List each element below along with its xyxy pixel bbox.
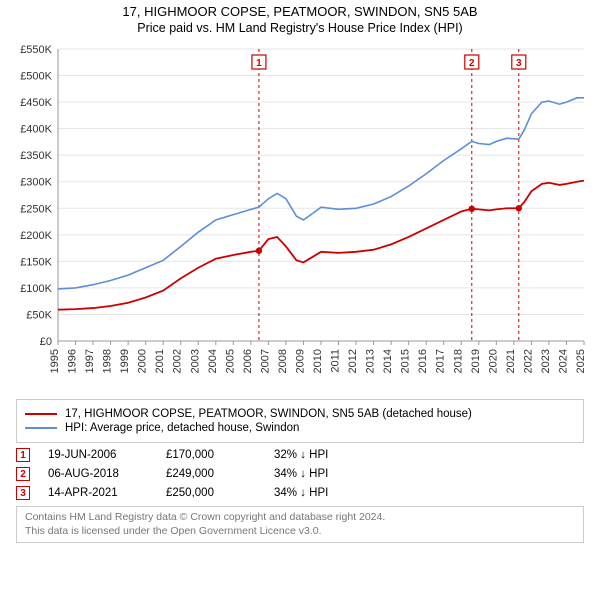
transaction-row: 2 06-AUG-2018 £249,000 34% ↓ HPI	[16, 467, 584, 481]
legend-box: 17, HIGHMOOR COPSE, PEATMOOR, SWINDON, S…	[16, 399, 584, 443]
svg-text:£300K: £300K	[20, 177, 52, 189]
svg-text:2010: 2010	[312, 349, 324, 373]
footer-attribution: Contains HM Land Registry data © Crown c…	[16, 506, 584, 543]
legend-label: HPI: Average price, detached house, Swin…	[65, 422, 299, 434]
transaction-marker: 2	[16, 467, 30, 481]
svg-text:2019: 2019	[470, 349, 482, 373]
svg-text:£550K: £550K	[20, 44, 52, 56]
chart-area: £0 £50K £100K £150K £200K £250K £300K £350K £400…	[10, 41, 590, 391]
svg-text:2024: 2024	[557, 349, 569, 373]
svg-text:3: 3	[516, 58, 522, 69]
svg-text:1999: 1999	[119, 349, 131, 373]
svg-text:1: 1	[256, 58, 262, 69]
transaction-date: 06-AUG-2018	[48, 468, 148, 480]
legend-row: 17, HIGHMOOR COPSE, PEATMOOR, SWINDON, S…	[25, 408, 575, 420]
svg-text:2025: 2025	[575, 349, 587, 373]
svg-text:2022: 2022	[522, 349, 534, 373]
chart-title: 17, HIGHMOOR COPSE, PEATMOOR, SWINDON, S…	[10, 4, 590, 19]
svg-text:2008: 2008	[277, 349, 289, 373]
svg-text:2018: 2018	[452, 349, 464, 373]
transaction-row: 1 19-JUN-2006 £170,000 32% ↓ HPI	[16, 448, 584, 462]
transaction-price: £170,000	[166, 449, 256, 461]
svg-text:2006: 2006	[242, 349, 254, 373]
legend-row: HPI: Average price, detached house, Swin…	[25, 422, 575, 434]
transaction-price: £249,000	[166, 468, 256, 480]
transactions-table: 1 19-JUN-2006 £170,000 32% ↓ HPI 2 06-AUG-201…	[16, 448, 584, 500]
transaction-marker: 3	[16, 486, 30, 500]
svg-text:£100K: £100K	[20, 283, 52, 295]
line-chart-svg: £0 £50K £100K £150K £200K £250K £300K £350K £400…	[10, 41, 590, 391]
svg-text:1996: 1996	[67, 349, 79, 373]
svg-text:£450K: £450K	[20, 97, 52, 109]
chart-subtitle: Price paid vs. HM Land Registry's House …	[10, 21, 590, 35]
svg-text:2023: 2023	[540, 349, 552, 373]
svg-text:2015: 2015	[400, 349, 412, 373]
svg-text:2000: 2000	[137, 349, 149, 373]
transaction-date: 14-APR-2021	[48, 487, 148, 499]
svg-text:2004: 2004	[207, 349, 219, 373]
svg-text:2: 2	[469, 58, 475, 69]
svg-text:2003: 2003	[189, 349, 201, 373]
svg-text:2020: 2020	[487, 349, 499, 373]
legend-swatch	[25, 413, 57, 415]
svg-text:1995: 1995	[49, 349, 61, 373]
legend-label: 17, HIGHMOOR COPSE, PEATMOOR, SWINDON, S…	[65, 408, 472, 420]
svg-text:£150K: £150K	[20, 256, 52, 268]
svg-text:£350K: £350K	[20, 150, 52, 162]
svg-text:£200K: £200K	[20, 230, 52, 242]
svg-text:2016: 2016	[417, 349, 429, 373]
transaction-row: 3 14-APR-2021 £250,000 34% ↓ HPI	[16, 486, 584, 500]
svg-text:2011: 2011	[330, 349, 342, 373]
svg-text:1998: 1998	[102, 349, 114, 373]
svg-text:£50K: £50K	[26, 309, 52, 321]
svg-text:£500K: £500K	[20, 71, 52, 83]
transaction-diff: 34% ↓ HPI	[274, 487, 364, 499]
legend-swatch	[25, 427, 57, 429]
svg-text:2013: 2013	[365, 349, 377, 373]
svg-text:£250K: £250K	[20, 203, 52, 215]
svg-text:2007: 2007	[259, 349, 271, 373]
footer-line-2: This data is licensed under the Open Gov…	[25, 525, 575, 539]
svg-text:£0: £0	[40, 336, 52, 348]
svg-text:2021: 2021	[505, 349, 517, 373]
svg-text:1997: 1997	[84, 349, 96, 373]
svg-text:2012: 2012	[347, 349, 359, 373]
svg-text:£400K: £400K	[20, 124, 52, 136]
transaction-price: £250,000	[166, 487, 256, 499]
transaction-marker: 1	[16, 448, 30, 462]
transaction-diff: 32% ↓ HPI	[274, 449, 364, 461]
transaction-date: 19-JUN-2006	[48, 449, 148, 461]
transaction-diff: 34% ↓ HPI	[274, 468, 364, 480]
svg-text:2002: 2002	[172, 349, 184, 373]
svg-text:2009: 2009	[294, 349, 306, 373]
svg-text:2005: 2005	[224, 349, 236, 373]
svg-text:2017: 2017	[435, 349, 447, 373]
svg-text:2001: 2001	[154, 349, 166, 373]
footer-line-1: Contains HM Land Registry data © Crown c…	[25, 511, 575, 525]
svg-text:2014: 2014	[382, 349, 394, 373]
